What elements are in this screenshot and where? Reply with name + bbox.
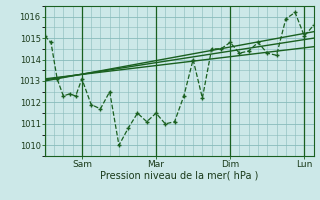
- X-axis label: Pression niveau de la mer( hPa ): Pression niveau de la mer( hPa ): [100, 171, 258, 181]
